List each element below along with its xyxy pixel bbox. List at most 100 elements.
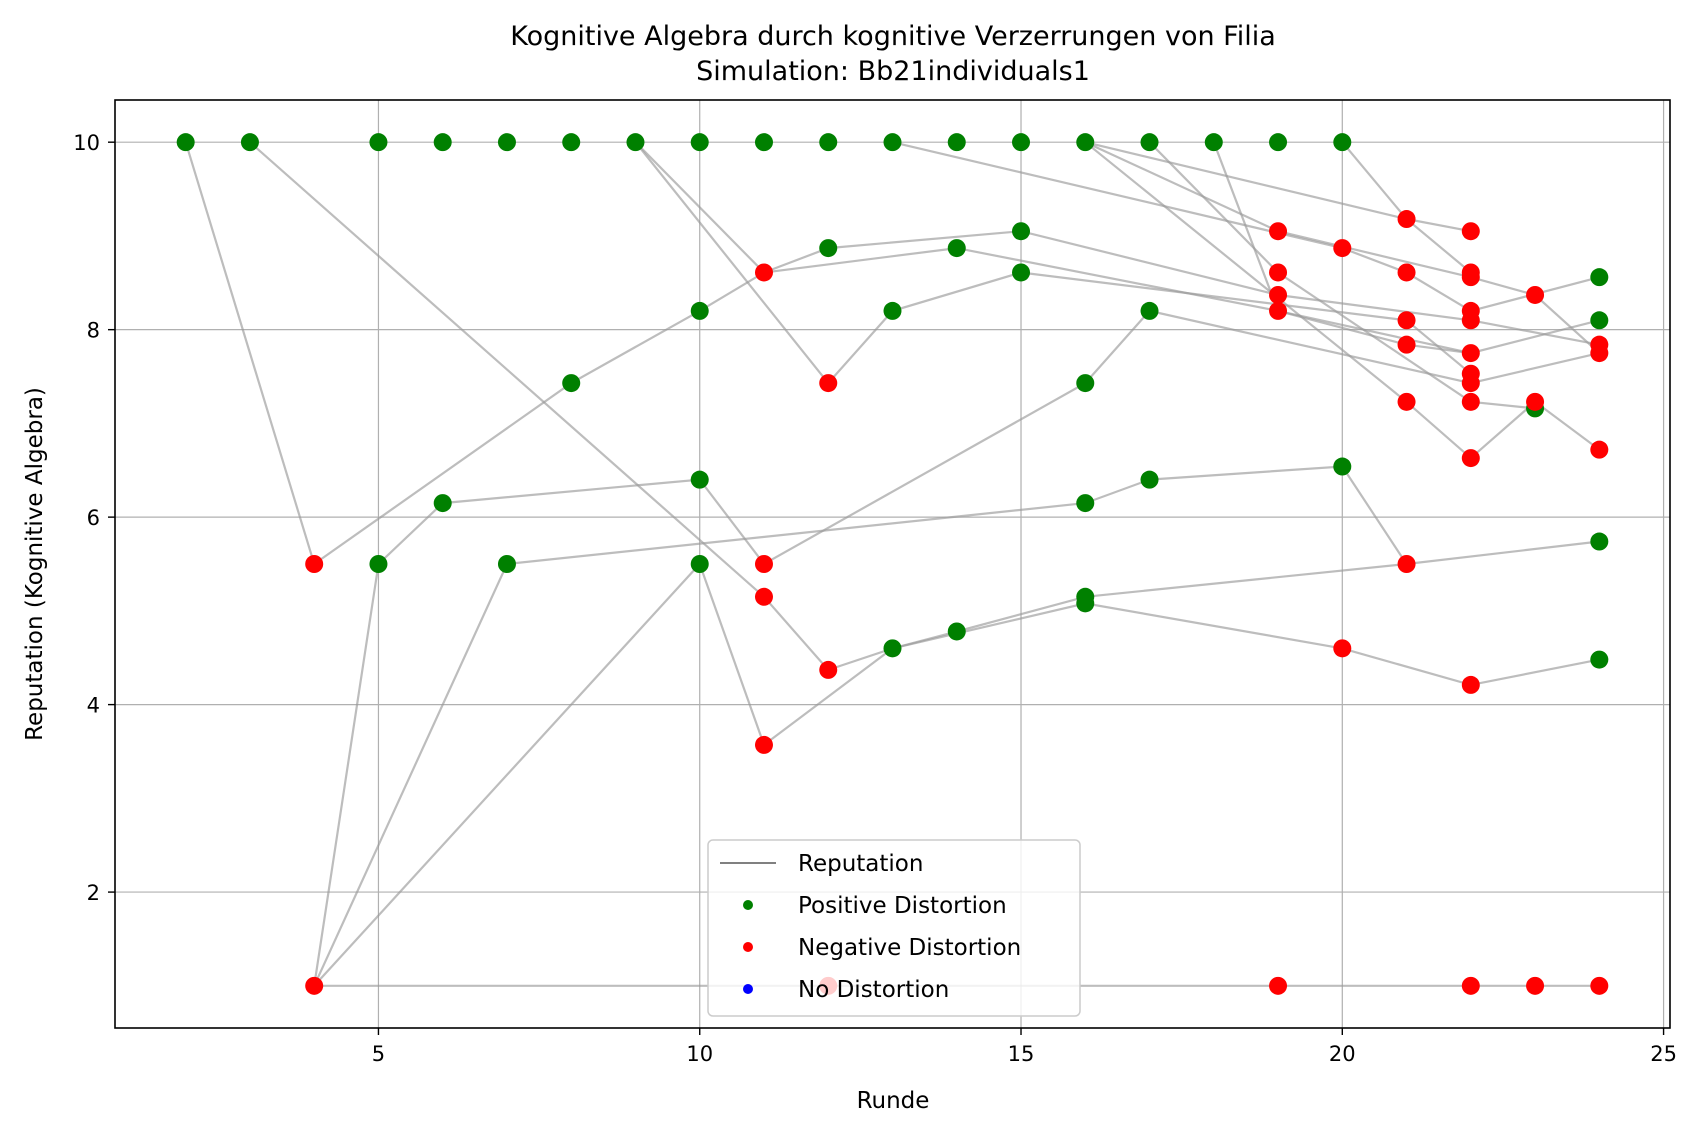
reputation-series-line (313, 561, 1600, 987)
positive-distortion-point (433, 494, 452, 513)
negative-distortion-point (1590, 344, 1609, 363)
positive-distortion-point (690, 555, 709, 573)
negative-distortion-point (1333, 239, 1352, 258)
distortion-points (176, 133, 1609, 995)
legend-item-reputation: Reputation (798, 851, 923, 877)
positive-distortion-point (819, 239, 838, 258)
plot-frame (114, 99, 1671, 1029)
negative-distortion-point (305, 976, 324, 995)
legend-positive-swatch (743, 900, 753, 910)
reputation-series-line (634, 141, 1472, 385)
positive-distortion-point (497, 555, 516, 573)
positive-distortion-point (1140, 133, 1159, 152)
positive-distortion-point (1012, 133, 1031, 152)
x-tick-label: 25 (1650, 1042, 1677, 1066)
positive-distortion-point (690, 470, 709, 489)
negative-distortion-point (1269, 285, 1288, 304)
positive-distortion-point (947, 239, 966, 258)
positive-distortion-point (947, 622, 966, 641)
positive-distortion-point (819, 133, 838, 152)
positive-distortion-point (947, 133, 966, 152)
negative-distortion-point (1461, 344, 1480, 363)
positive-distortion-point (690, 133, 709, 152)
positive-distortion-point (369, 133, 388, 152)
y-tick-label: 2 (87, 881, 100, 905)
legend-negative-swatch (743, 942, 753, 952)
positive-distortion-point (1333, 457, 1352, 476)
negative-distortion-point (1397, 392, 1416, 411)
reputation-series-line (634, 141, 1600, 346)
negative-distortion-point (1590, 440, 1609, 459)
positive-distortion-point (562, 133, 581, 152)
positive-distortion-point (1076, 374, 1095, 393)
negative-distortion-point (819, 374, 838, 393)
positive-distortion-point (1590, 650, 1609, 669)
negative-distortion-point (819, 660, 838, 679)
negative-distortion-point (1461, 675, 1480, 694)
negative-distortion-point (1526, 285, 1545, 304)
positive-distortion-point (1590, 311, 1609, 330)
x-tick-label: 10 (686, 1042, 713, 1066)
chart-title: Kognitive Algebra durch kognitive Verzer… (510, 21, 1276, 52)
positive-distortion-point (1269, 133, 1288, 152)
negative-distortion-point (1397, 335, 1416, 354)
positive-distortion-point (1590, 532, 1609, 551)
negative-distortion-point (1461, 374, 1480, 393)
reputation-series-line (1148, 141, 1536, 410)
x-tick-label: 5 (372, 1042, 385, 1066)
positive-distortion-point (369, 555, 388, 573)
y-tick-label: 8 (87, 319, 100, 343)
y-tick-label: 10 (73, 131, 100, 155)
positive-distortion-point (1140, 470, 1159, 489)
legend-item-positive: Positive Distortion (798, 893, 1007, 919)
legend-box (707, 839, 1081, 1017)
negative-distortion-point (754, 587, 773, 606)
negative-distortion-point (1397, 263, 1416, 282)
reputation-series-line (313, 465, 1408, 987)
y-tick-label: 4 (87, 694, 100, 718)
negative-distortion-point (1269, 976, 1288, 995)
negative-distortion-point (1461, 311, 1480, 330)
negative-distortion-point (1590, 976, 1609, 995)
negative-distortion-point (1461, 449, 1480, 468)
negative-distortion-point (1461, 392, 1480, 411)
negative-distortion-point (305, 555, 324, 573)
positive-distortion-point (1590, 268, 1609, 287)
positive-distortion-point (1076, 594, 1095, 613)
x-tick-label: 20 (1329, 1042, 1356, 1066)
legend-none-swatch (743, 984, 753, 994)
positive-distortion-point (883, 301, 902, 320)
negative-distortion-point (1269, 301, 1288, 320)
positive-distortion-point (1140, 301, 1159, 320)
positive-distortion-point (1076, 133, 1095, 152)
positive-distortion-point (1333, 133, 1352, 152)
positive-distortion-point (497, 133, 516, 152)
negative-distortion-point (1333, 639, 1352, 658)
negative-distortion-point (1526, 392, 1545, 411)
reputation-series-line (184, 141, 1600, 566)
negative-distortion-point (754, 555, 773, 573)
negative-distortion-point (1461, 976, 1480, 995)
positive-distortion-point (240, 133, 259, 152)
positive-distortion-point (1076, 494, 1095, 513)
negative-distortion-point (1461, 268, 1480, 287)
axis-ticks: 5 10 15 20 25 2 4 6 8 10 (73, 131, 1677, 1066)
positive-distortion-point (433, 133, 452, 152)
negative-distortion-point (1526, 976, 1545, 995)
positive-distortion-point (176, 133, 195, 152)
negative-distortion-point (1269, 222, 1288, 241)
positive-distortion-point (1012, 222, 1031, 241)
legend: Reputation Positive Distortion Negative … (707, 839, 1081, 1017)
positive-distortion-point (1012, 263, 1031, 282)
x-tick-label: 15 (1008, 1042, 1035, 1066)
positive-distortion-point (883, 639, 902, 658)
x-axis-label: Runde (857, 1088, 930, 1114)
negative-distortion-point (1397, 311, 1416, 330)
negative-distortion-point (754, 263, 773, 282)
legend-item-negative: Negative Distortion (798, 935, 1021, 961)
positive-distortion-point (626, 133, 645, 152)
negative-distortion-point (1397, 555, 1416, 573)
y-tick-label: 6 (87, 506, 100, 530)
